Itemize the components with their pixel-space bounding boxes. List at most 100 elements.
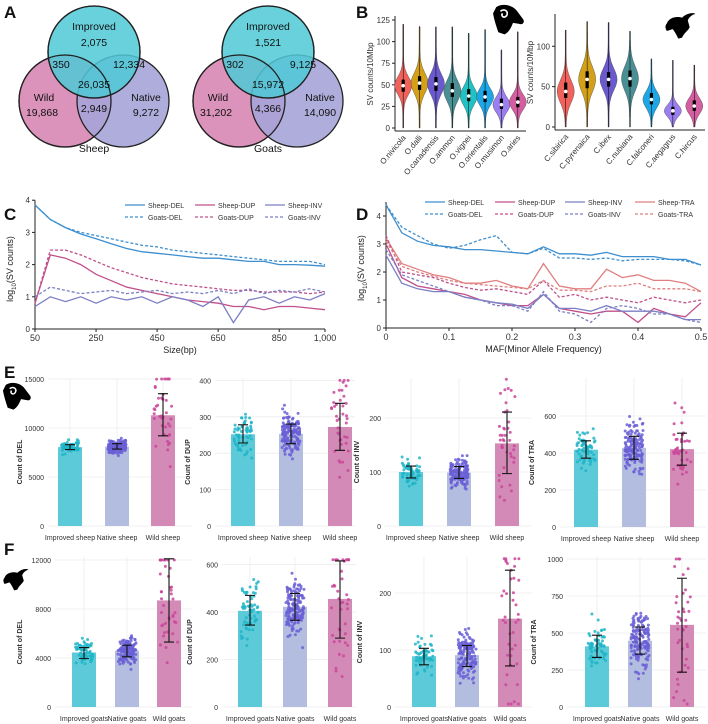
data-point bbox=[251, 628, 255, 632]
data-point bbox=[629, 646, 633, 650]
data-point bbox=[240, 587, 244, 591]
data-point bbox=[464, 465, 468, 469]
x-tick-label: Improved sheep bbox=[386, 535, 436, 542]
series-line-Sheep-INV bbox=[385, 254, 701, 321]
y-tick-label: 500 bbox=[551, 631, 563, 638]
data-point bbox=[509, 452, 513, 456]
data-point bbox=[232, 437, 236, 441]
data-point bbox=[166, 422, 170, 426]
data-point bbox=[164, 398, 168, 402]
data-point bbox=[498, 438, 502, 442]
data-point bbox=[295, 587, 299, 591]
data-point bbox=[290, 626, 294, 630]
data-point bbox=[512, 576, 516, 580]
median-point bbox=[649, 97, 654, 102]
data-point bbox=[636, 441, 640, 445]
data-point bbox=[282, 403, 286, 407]
data-point bbox=[346, 598, 350, 601]
data-point bbox=[641, 671, 645, 675]
data-point bbox=[590, 650, 594, 654]
data-point bbox=[232, 430, 236, 434]
data-point bbox=[577, 452, 581, 456]
data-point bbox=[676, 627, 680, 631]
data-point bbox=[472, 651, 475, 655]
data-point bbox=[629, 442, 633, 446]
data-point bbox=[332, 390, 336, 394]
data-point bbox=[155, 377, 159, 381]
data-point bbox=[639, 611, 643, 615]
data-point bbox=[468, 657, 472, 661]
y-tick-label: 2 bbox=[377, 268, 382, 277]
data-point bbox=[502, 557, 506, 561]
data-point bbox=[623, 429, 627, 433]
data-point bbox=[513, 557, 517, 561]
data-point bbox=[288, 633, 292, 637]
series-line-Goats-DEL bbox=[34, 204, 326, 266]
data-point bbox=[168, 465, 172, 469]
data-point bbox=[672, 467, 675, 471]
data-point bbox=[60, 443, 63, 447]
venn-outline bbox=[18, 54, 112, 148]
data-point bbox=[634, 612, 638, 615]
data-point bbox=[628, 415, 632, 418]
data-point bbox=[243, 620, 247, 624]
data-point bbox=[641, 438, 645, 442]
median-point bbox=[401, 83, 405, 88]
data-point bbox=[77, 447, 81, 451]
data-point bbox=[473, 654, 477, 658]
data-point bbox=[686, 645, 689, 649]
data-point bbox=[165, 630, 169, 634]
data-point bbox=[684, 451, 688, 455]
data-point bbox=[685, 458, 689, 462]
data-point bbox=[636, 645, 640, 649]
data-point bbox=[467, 627, 471, 630]
data-point bbox=[168, 441, 172, 445]
data-point bbox=[83, 641, 87, 645]
line-chart-D: 0 1 2 3 4 0 0.1 0.2 0.3 0.4 0.5 MAF(Minor Allele Fr… bbox=[356, 200, 707, 354]
data-point bbox=[635, 635, 639, 639]
data-point bbox=[240, 416, 244, 420]
data-point bbox=[637, 654, 641, 658]
data-point bbox=[465, 454, 469, 458]
data-point bbox=[176, 640, 180, 644]
data-point bbox=[647, 637, 651, 641]
bar-chart-E-INV: 0 100 200 Count of INV Improved sheep Native … bbox=[354, 377, 532, 542]
data-point bbox=[418, 465, 422, 469]
data-point bbox=[624, 446, 628, 450]
data-point bbox=[250, 456, 254, 460]
data-point bbox=[346, 469, 350, 472]
data-point bbox=[337, 388, 341, 392]
data-point bbox=[80, 636, 84, 640]
error-bar bbox=[677, 577, 687, 673]
data-point bbox=[156, 403, 160, 407]
data-point bbox=[629, 635, 633, 639]
data-point bbox=[468, 663, 472, 667]
data-point bbox=[589, 647, 593, 651]
legend-label: Sheep-DEL bbox=[448, 200, 484, 207]
data-point bbox=[253, 619, 257, 623]
data-point bbox=[245, 637, 249, 641]
data-point bbox=[640, 634, 644, 637]
data-point bbox=[470, 646, 474, 649]
data-point bbox=[291, 624, 295, 628]
data-point bbox=[512, 456, 516, 460]
data-point bbox=[335, 419, 339, 422]
data-point bbox=[301, 605, 305, 609]
data-point bbox=[474, 647, 478, 651]
y-tick-label: 8000 bbox=[35, 607, 51, 614]
data-point bbox=[297, 594, 301, 598]
data-point bbox=[133, 648, 137, 652]
data-point bbox=[85, 650, 89, 654]
data-point bbox=[158, 643, 162, 647]
data-point bbox=[246, 436, 250, 440]
data-point bbox=[287, 614, 291, 618]
data-point bbox=[331, 558, 335, 562]
data-point bbox=[466, 474, 470, 478]
data-point bbox=[90, 642, 93, 645]
data-point bbox=[631, 625, 635, 629]
y-tick-label: 50 bbox=[381, 81, 390, 90]
median-point bbox=[499, 102, 504, 107]
data-point bbox=[333, 404, 337, 408]
data-point bbox=[255, 606, 259, 610]
data-point bbox=[457, 669, 461, 673]
